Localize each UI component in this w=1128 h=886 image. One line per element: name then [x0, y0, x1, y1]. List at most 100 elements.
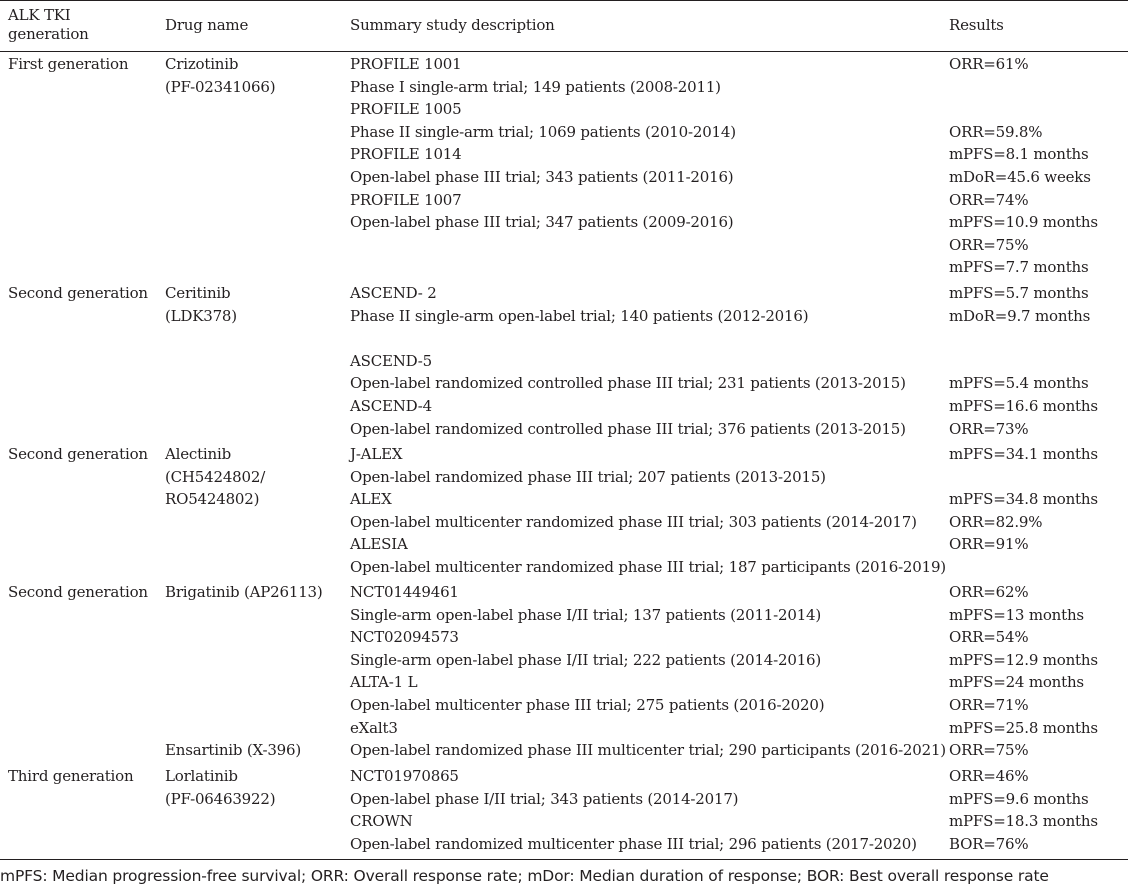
row-3-drug-line-3: RO5424802)	[165, 490, 260, 509]
row-2-drug-line-1: Ceritinib	[165, 284, 231, 302]
table-top-rule	[0, 0, 1128, 1]
row-4-result-line-6: ORR=71%	[949, 695, 1029, 714]
row-5-desc-line-4: Open-label randomized multicenter phase …	[350, 834, 917, 853]
row-1-result-line-1: ORR=61%	[949, 55, 1029, 73]
header-results-text: Results	[949, 16, 1004, 34]
row-2-result-spacer-2	[949, 350, 1098, 373]
row-4-desc-line-2: Single-arm open-label phase I/II trial; …	[350, 605, 822, 624]
row-4-drug-spacer-4	[165, 671, 323, 694]
header-generation-line-1: ALK TKI	[8, 6, 71, 24]
row-2-desc-spacer	[350, 327, 906, 350]
row-2-result-spacer-1	[949, 327, 1098, 350]
table-bottom-rule	[0, 859, 1128, 860]
row-2-result-line-2: mDoR=9.7 months	[949, 306, 1091, 325]
row-3-drug-line-2: (CH5424802/	[165, 467, 266, 486]
row-2-desc-line-5: Open-label randomized controlled phase I…	[350, 374, 906, 393]
row-4-result-line-3: ORR=54%	[949, 628, 1029, 647]
row-5-desc-line-2: Open-label phase I/II trial; 343 patient…	[350, 789, 739, 808]
row-4-drug-spacer-2	[165, 626, 323, 649]
row-2-drug-line-2: (LDK378)	[165, 306, 237, 325]
row-3-desc-line-1: J-ALEX	[350, 445, 403, 463]
row-2-description: ASCEND- 2 Phase II single-arm open-label…	[350, 282, 906, 440]
row-4-desc-line-8: Open-label randomized phase III multicen…	[350, 741, 946, 760]
row-5-results: ORR=46% mPFS=9.6 months mPFS=18.3 months…	[949, 765, 1098, 855]
row-1-result-line-9: ORR=75%	[949, 235, 1029, 254]
row-1-desc-line-5: PROFILE 1014	[350, 145, 462, 164]
row-2-desc-line-6: ASCEND-4	[350, 396, 432, 415]
row-1-desc-line-4: Phase II single-arm trial; 1069 patients…	[350, 122, 736, 141]
row-2-result-line-1: mPFS=5.7 months	[949, 284, 1089, 302]
row-2-desc-line-1: ASCEND- 2	[350, 284, 437, 302]
row-1-desc-line-1: PROFILE 1001	[350, 55, 462, 73]
row-3-desc-line-4: Open-label multicenter randomized phase …	[350, 512, 917, 531]
row-4-drug-spacer-3	[165, 649, 323, 672]
header-description-text: Summary study description	[350, 16, 555, 34]
row-1-drug-line-1: Crizotinib	[165, 55, 239, 73]
row-5-result-line-2: mPFS=9.6 months	[949, 789, 1089, 808]
row-4-desc-line-6: Open-label multicenter phase III trial; …	[350, 695, 825, 714]
row-1-desc-line-8: Open-label phase III trial; 347 patients…	[350, 213, 734, 232]
row-4-results: ORR=62% mPFS=13 months ORR=54% mPFS=12.9…	[949, 581, 1098, 762]
row-2-desc-line-7: Open-label randomized controlled phase I…	[350, 419, 906, 438]
row-3-description: J-ALEX Open-label randomized phase III t…	[350, 443, 946, 579]
row-1-result-line-2	[949, 76, 1098, 99]
row-4-drug-spacer-6	[165, 717, 323, 740]
row-2-desc-line-4: ASCEND-5	[350, 351, 432, 370]
row-4-desc-line-3: NCT02094573	[350, 628, 459, 647]
table-footnote: mPFS: Median progression-free survival; …	[0, 867, 1049, 885]
row-1-result-line-5: mPFS=8.1 months	[949, 145, 1089, 164]
row-1-result-line-4: ORR=59.8%	[949, 122, 1043, 141]
row-1-description: PROFILE 1001 Phase I single-arm trial; 1…	[350, 53, 736, 234]
row-5-generation: Third generation	[8, 765, 134, 788]
row-1-result-line-6: mDoR=45.6 weeks	[949, 167, 1091, 186]
row-5-desc-line-1: NCT01970865	[350, 767, 459, 785]
row-4-drug-spacer-5	[165, 694, 323, 717]
row-3-generation: Second generation	[8, 443, 148, 466]
table-header-rule	[0, 51, 1128, 52]
row-3-desc-line-6: Open-label multicenter randomized phase …	[350, 557, 946, 576]
row-4-result-line-5: mPFS=24 months	[949, 673, 1084, 692]
row-5-desc-line-3: CROWN	[350, 812, 413, 831]
row-1-result-line-7: ORR=74%	[949, 190, 1029, 209]
row-1-drug-line-2: (PF-02341066)	[165, 77, 276, 96]
row-4-result-line-7: mPFS=25.8 months	[949, 718, 1098, 737]
row-4-result-line-1: ORR=62%	[949, 583, 1029, 601]
row-5-drug-line-2: (PF-06463922)	[165, 789, 276, 808]
row-1-generation-text: First generation	[8, 55, 129, 73]
row-3-result-spacer	[949, 466, 1098, 489]
row-3-result-line-4: ORR=82.9%	[949, 512, 1043, 531]
row-4-result-line-2: mPFS=13 months	[949, 605, 1084, 624]
row-4-desc-line-4: Single-arm open-label phase I/II trial; …	[350, 650, 822, 669]
row-5-result-line-3: mPFS=18.3 months	[949, 812, 1098, 831]
row-2-generation-text: Second generation	[8, 284, 148, 302]
row-1-generation: First generation	[8, 53, 129, 76]
header-generation: ALK TKI generation	[8, 6, 89, 44]
row-4-desc-line-5: ALTA-1 L	[350, 673, 418, 692]
row-5-generation-text: Third generation	[8, 767, 134, 785]
header-generation-line-2: generation	[8, 25, 89, 43]
row-2-desc-line-2: Phase II single-arm open-label trial; 14…	[350, 306, 809, 325]
row-5-description: NCT01970865 Open-label phase I/II trial;…	[350, 765, 917, 855]
row-2-result-line-7: ORR=73%	[949, 419, 1029, 438]
row-5-result-line-4: BOR=76%	[949, 834, 1029, 853]
row-2-generation: Second generation	[8, 282, 148, 305]
row-2-result-line-6: mPFS=16.6 months	[949, 396, 1098, 415]
row-1-result-line-8: mPFS=10.9 months	[949, 213, 1098, 232]
row-4-drug-ensartinib: Ensartinib (X-396)	[165, 741, 302, 760]
header-results: Results	[949, 16, 1004, 35]
row-5-drug: Lorlatinib (PF-06463922)	[165, 765, 276, 810]
row-4-description: NCT01449461 Single-arm open-label phase …	[350, 581, 946, 762]
row-4-desc-line-7: eXalt3	[350, 718, 398, 737]
header-description: Summary study description	[350, 16, 555, 35]
row-4-desc-line-1: NCT01449461	[350, 583, 459, 601]
row-1-desc-line-2: Phase I single-arm trial; 149 patients (…	[350, 77, 721, 96]
row-1-desc-line-3: PROFILE 1005	[350, 100, 462, 119]
row-4-drug: Brigatinib (AP26113) Ensartinib (X-396)	[165, 581, 323, 762]
row-4-generation: Second generation	[8, 581, 148, 604]
row-1-result-line-10: mPFS=7.7 months	[949, 258, 1089, 277]
row-3-result-line-3: mPFS=34.8 months	[949, 490, 1098, 509]
row-3-results: mPFS=34.1 months mPFS=34.8 months ORR=82…	[949, 443, 1098, 556]
row-5-result-line-1: ORR=46%	[949, 767, 1029, 785]
row-3-desc-line-3: ALEX	[350, 490, 392, 509]
row-4-drug-brigatinib: Brigatinib (AP26113)	[165, 583, 323, 601]
